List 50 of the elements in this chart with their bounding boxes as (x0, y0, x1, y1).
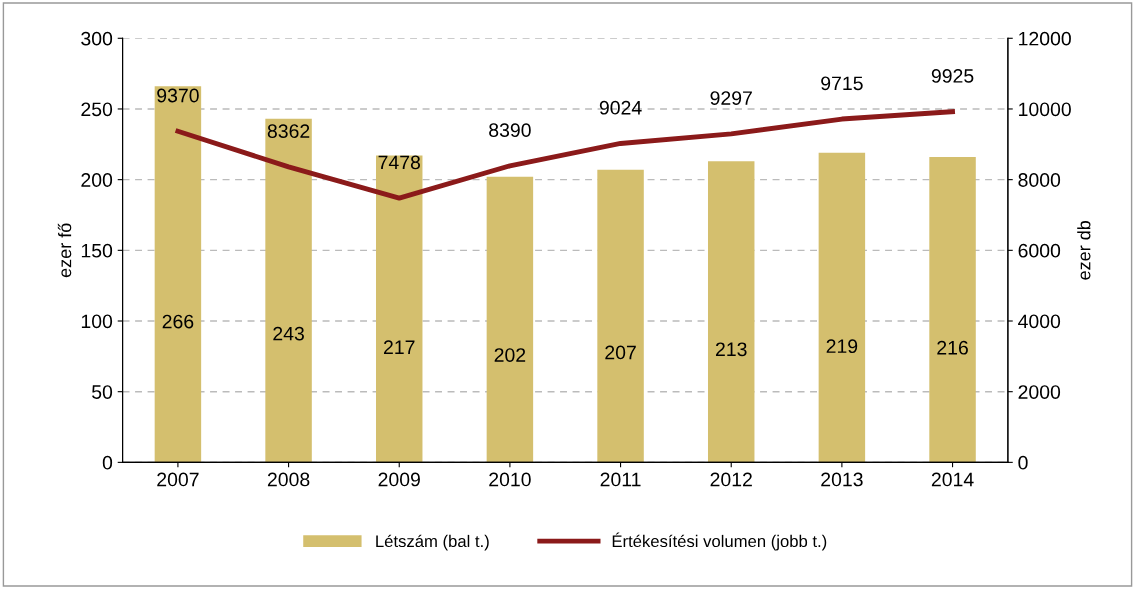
data-label: 219 (826, 339, 858, 354)
y2-tick-label: 8000 (1018, 173, 1061, 187)
bar (929, 157, 976, 463)
bar (154, 86, 202, 463)
data-label: 202 (494, 348, 526, 362)
x-tick-label: 2007 (157, 472, 199, 487)
bar (597, 169, 644, 463)
y2-tick-label: 0 (1018, 455, 1028, 470)
data-label: 8390 (489, 123, 531, 138)
data-label: 216 (937, 340, 968, 355)
x-tick-label: 2011 (600, 472, 641, 487)
legend-label: Értékesítési volumen (jobb t.) (612, 532, 827, 551)
y-axis-title: ezer fő (57, 223, 72, 278)
x-tick-label: 2012 (710, 472, 752, 487)
data-label: 9297 (710, 91, 752, 105)
y-tick-label: 0 (102, 455, 113, 470)
x-tick-label: 2013 (821, 472, 863, 487)
bar (486, 176, 534, 463)
y-tick-label: 300 (81, 31, 113, 46)
y2-tick-label: 4000 (1018, 314, 1061, 329)
data-label: 8362 (267, 124, 310, 139)
x-tick-label: 2014 (931, 472, 974, 487)
legend-label: Létszám (bal t.) (376, 534, 489, 551)
y2-axis-title: ezer db (1077, 220, 1091, 280)
data-label: 9715 (821, 76, 863, 91)
data-label: 266 (162, 314, 194, 329)
y-tick-label: 250 (81, 102, 113, 117)
y-tick-label: 150 (81, 243, 113, 258)
y2-tick-label: 12000 (1019, 31, 1071, 46)
data-label: 7478 (378, 155, 421, 170)
bar (707, 161, 755, 463)
data-label: 243 (273, 326, 304, 341)
x-tick-label: 2009 (378, 472, 420, 487)
x-tick-label: 2010 (489, 472, 531, 487)
data-label: 213 (715, 342, 747, 357)
data-label: 217 (384, 340, 415, 354)
data-label: 9370 (157, 88, 199, 103)
data-label: 9925 (931, 69, 974, 83)
y2-tick-label: 2000 (1018, 385, 1061, 399)
data-label: 9024 (599, 100, 642, 115)
y2-tick-label: 10000 (1019, 102, 1071, 117)
bar (376, 155, 423, 463)
y2-tick-label: 6000 (1018, 243, 1061, 258)
y-tick-label: 100 (81, 314, 113, 329)
y-tick-label: 200 (81, 173, 113, 187)
bar (265, 118, 312, 463)
bar (818, 152, 866, 463)
data-label: 207 (605, 345, 636, 360)
x-tick-label: 2008 (267, 472, 310, 487)
y-tick-label: 50 (92, 385, 113, 399)
